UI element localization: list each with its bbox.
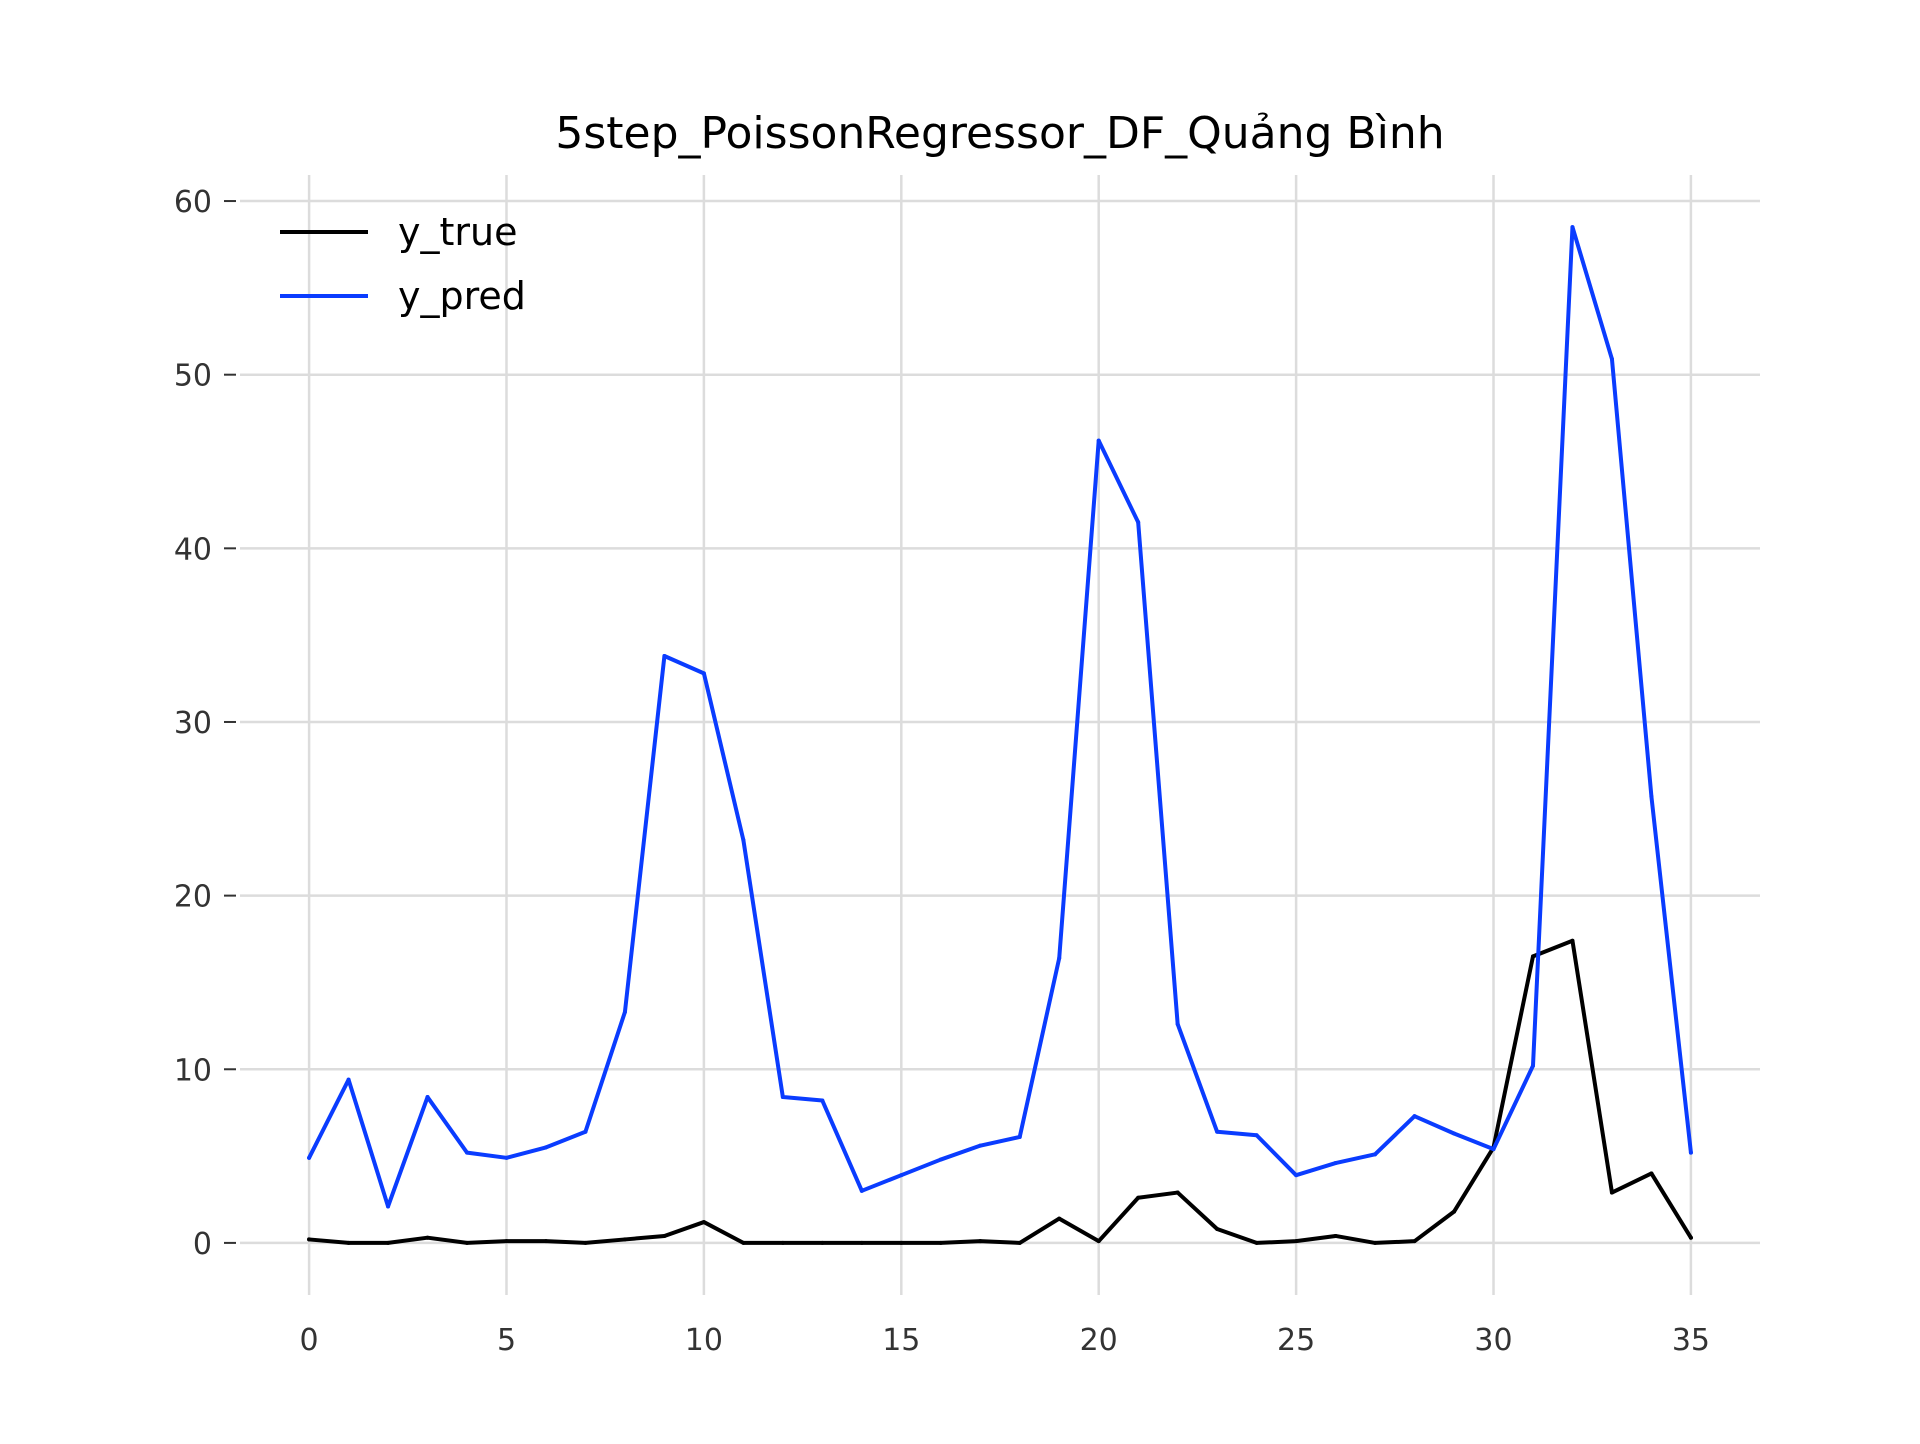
- x-tick-label: 0: [300, 1323, 319, 1358]
- x-tick-label: 5: [497, 1323, 516, 1358]
- data-point-y-pred: [1057, 956, 1062, 961]
- data-point-y-true: [1452, 1209, 1457, 1214]
- data-point-y-pred: [1175, 1022, 1180, 1027]
- data-point-y-pred: [1017, 1134, 1022, 1139]
- data-point-y-pred: [899, 1173, 904, 1178]
- data-point-y-pred: [504, 1155, 509, 1160]
- y-tick-label: 50: [174, 359, 212, 394]
- y-tick-label: 0: [193, 1227, 212, 1262]
- data-point-y-pred: [859, 1188, 864, 1193]
- data-point-y-pred: [1688, 1150, 1693, 1155]
- data-point-y-pred: [425, 1095, 430, 1100]
- series-lines: [307, 225, 1693, 1245]
- data-point-y-pred: [543, 1145, 548, 1150]
- data-point-y-pred: [1649, 794, 1654, 799]
- data-point-y-true: [1609, 1190, 1614, 1195]
- data-point-y-pred: [1491, 1147, 1496, 1152]
- data-point-y-true: [386, 1240, 391, 1245]
- data-point-y-true: [1412, 1239, 1417, 1244]
- data-point-y-pred: [1333, 1161, 1338, 1166]
- data-point-y-true: [1096, 1239, 1101, 1244]
- data-point-y-pred: [1215, 1129, 1220, 1134]
- series-line-y-true: [307, 938, 1693, 1245]
- data-point-y-pred: [780, 1095, 785, 1100]
- data-point-y-pred: [1136, 520, 1141, 525]
- data-point-y-pred: [622, 1009, 627, 1014]
- y-tick-label: 60: [174, 185, 212, 220]
- legend: y_true y_pred: [280, 210, 526, 318]
- data-point-y-true: [1175, 1190, 1180, 1195]
- data-point-y-pred: [1096, 438, 1101, 443]
- grid: [240, 175, 1760, 1295]
- data-point-y-true: [780, 1240, 785, 1245]
- y-tick-label: 40: [174, 532, 212, 567]
- data-point-y-pred: [1412, 1114, 1417, 1119]
- y-tick-label: 30: [174, 706, 212, 741]
- data-point-y-pred: [1452, 1131, 1457, 1136]
- data-point-y-true: [346, 1240, 351, 1245]
- data-point-y-true: [1688, 1235, 1693, 1240]
- data-point-y-pred: [662, 653, 667, 658]
- data-point-y-true: [1017, 1240, 1022, 1245]
- data-point-y-true: [1136, 1195, 1141, 1200]
- legend-label-y-true: y_true: [398, 210, 517, 254]
- data-point-y-true: [543, 1239, 548, 1244]
- data-point-y-pred: [1530, 1063, 1535, 1068]
- data-point-y-pred: [1609, 357, 1614, 362]
- x-tick-label: 35: [1672, 1323, 1710, 1358]
- data-point-y-pred: [386, 1204, 391, 1209]
- legend-label-y-pred: y_pred: [398, 274, 526, 318]
- x-tick-label: 30: [1474, 1323, 1512, 1358]
- data-point-y-pred: [307, 1155, 312, 1160]
- data-point-y-true: [1215, 1227, 1220, 1232]
- data-point-y-pred: [1373, 1152, 1378, 1157]
- x-tick-label: 10: [685, 1323, 723, 1358]
- data-point-y-true: [1294, 1239, 1299, 1244]
- data-point-y-true: [504, 1239, 509, 1244]
- data-point-y-true: [465, 1240, 470, 1245]
- axes: 0 5 10 15 20 25 30 35 0 10 20 30 40 50 60: [174, 185, 1710, 1358]
- data-point-y-true: [701, 1220, 706, 1225]
- data-point-y-true: [1649, 1171, 1654, 1176]
- data-point-y-true: [899, 1240, 904, 1245]
- data-point-y-pred: [583, 1129, 588, 1134]
- data-point-y-pred: [701, 671, 706, 676]
- chart-title: 5step_PoissonRegressor_DF_Quảng Bình: [555, 108, 1444, 159]
- data-point-y-true: [583, 1240, 588, 1245]
- data-point-y-pred: [820, 1098, 825, 1103]
- data-point-y-pred: [978, 1143, 983, 1148]
- data-point-y-true: [741, 1240, 746, 1245]
- data-point-y-true: [1254, 1240, 1259, 1245]
- data-point-y-pred: [465, 1150, 470, 1155]
- series-line-y-pred: [307, 225, 1693, 1209]
- data-point-y-pred: [938, 1157, 943, 1162]
- data-point-y-true: [938, 1240, 943, 1245]
- x-tick-label: 15: [882, 1323, 920, 1358]
- data-point-y-true: [662, 1233, 667, 1238]
- data-point-y-pred: [346, 1077, 351, 1082]
- data-point-y-true: [978, 1239, 983, 1244]
- y-tick-label: 10: [174, 1053, 212, 1088]
- data-point-y-pred: [1254, 1133, 1259, 1138]
- data-point-y-true: [1530, 954, 1535, 959]
- data-point-y-true: [1373, 1240, 1378, 1245]
- data-point-y-pred: [741, 838, 746, 843]
- data-point-y-true: [820, 1240, 825, 1245]
- data-point-y-true: [1333, 1233, 1338, 1238]
- x-tick-label: 25: [1277, 1323, 1315, 1358]
- y-tick-label: 20: [174, 880, 212, 915]
- data-point-y-pred: [1570, 225, 1575, 230]
- data-point-y-true: [1057, 1216, 1062, 1221]
- data-point-y-true: [859, 1240, 864, 1245]
- data-point-y-true: [307, 1237, 312, 1242]
- data-point-y-true: [425, 1235, 430, 1240]
- x-tick-label: 20: [1080, 1323, 1118, 1358]
- data-point-y-true: [622, 1237, 627, 1242]
- data-point-y-pred: [1294, 1173, 1299, 1178]
- data-point-y-true: [1570, 938, 1575, 943]
